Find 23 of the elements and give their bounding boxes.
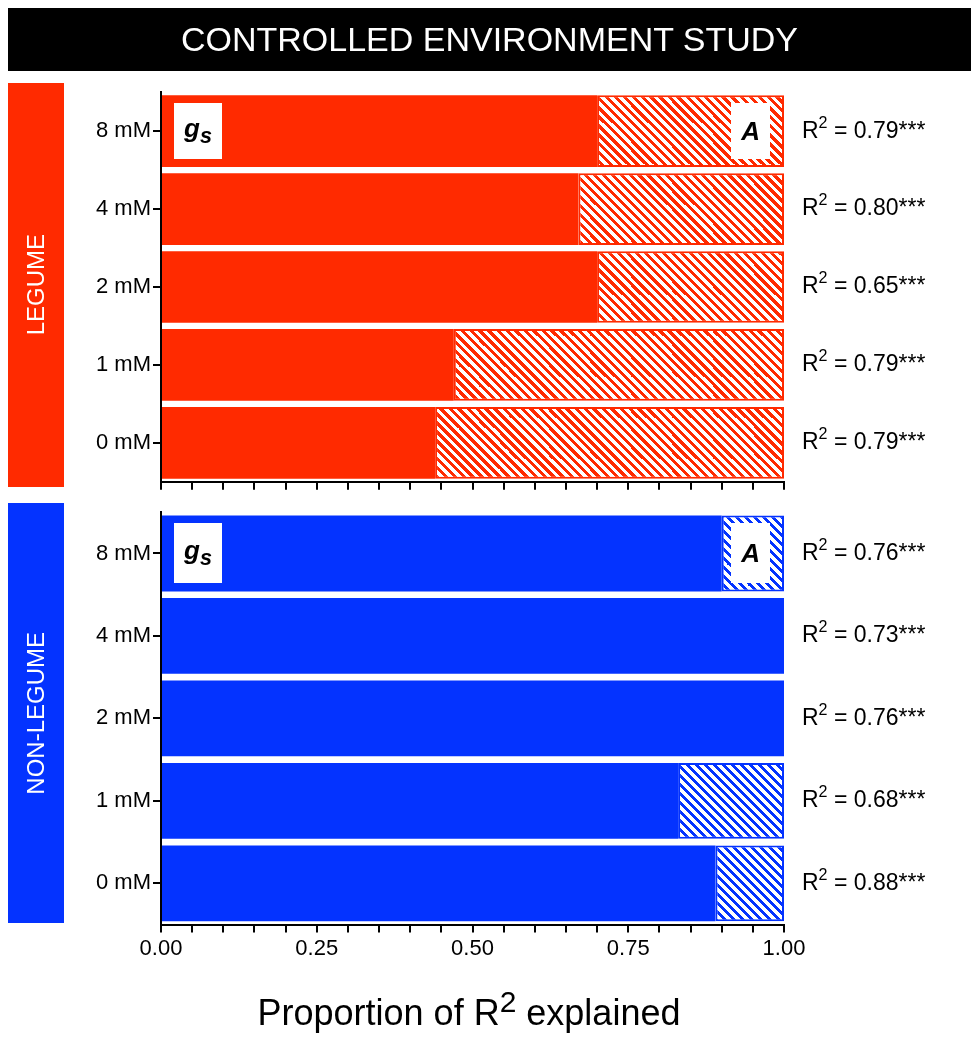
x-axis-title: Proportion of R$^{2}$ explained (256, 985, 682, 1034)
series-label: g$_{s}$ (184, 113, 212, 150)
y-tick-label: 8 mM (96, 539, 151, 565)
y-tick-label: 0 mM (96, 428, 151, 454)
y-tick-label: 4 mM (96, 621, 151, 647)
x-tick-label: 0.75 (606, 934, 650, 960)
x-tick-label: 0.50 (451, 934, 494, 960)
series-label: g$_{s}$ (184, 535, 212, 572)
y-tick-label: 1 mM (96, 786, 151, 812)
x-tick-label: 0.25 (295, 934, 339, 960)
y-tick-label: 0 mM (96, 869, 151, 895)
y-tick-label: 2 mM (96, 704, 151, 730)
series-label: A (741, 537, 760, 569)
series-label: A (741, 115, 760, 147)
y-tick-label: 8 mM (96, 117, 151, 143)
x-tick-label: 0.00 (139, 934, 183, 960)
y-tick-label: 2 mM (96, 273, 151, 299)
chart-title: CONTROLLED ENVIRONMENT STUDY (8, 8, 971, 71)
y-tick-label: 1 mM (96, 350, 151, 376)
y-axis-title: LEGUME (22, 234, 50, 336)
y-tick-label: 4 mM (96, 195, 151, 221)
y-axis-title: NON-LEGUME (22, 631, 50, 795)
x-tick-label: 1.00 (762, 934, 806, 960)
